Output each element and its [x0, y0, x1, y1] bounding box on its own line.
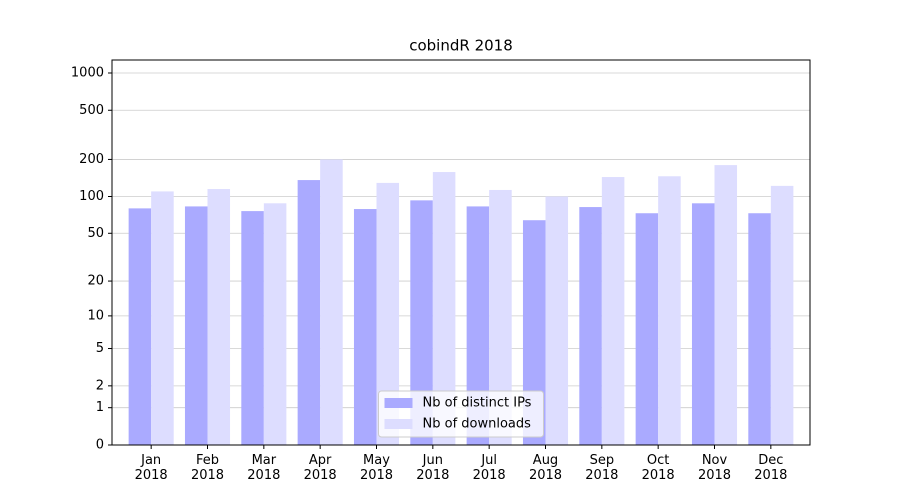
- bar: [263, 203, 287, 445]
- legend-label: Nb of distinct IPs: [423, 396, 532, 411]
- x-tick-label: May 2018: [359, 453, 394, 483]
- chart-title: cobindR 2018: [409, 37, 513, 55]
- bar: [128, 208, 152, 445]
- y-tick-label: 2: [96, 378, 104, 393]
- x-tick-label: Apr 2018: [303, 453, 337, 483]
- legend-box: [378, 390, 544, 438]
- y-tick-label: 10: [87, 308, 104, 323]
- bar: [601, 177, 625, 445]
- bar: [410, 200, 433, 445]
- y-tick-label: 20: [87, 274, 104, 289]
- y-tick-label: 0: [96, 438, 104, 453]
- bar: [522, 220, 546, 445]
- plot-frame: [111, 59, 811, 446]
- y-tick-label: 200: [79, 152, 104, 167]
- bar: [151, 191, 174, 445]
- legend-swatch: [384, 398, 413, 408]
- bar: [241, 211, 264, 445]
- bar: [579, 207, 602, 445]
- legend-swatch: [384, 419, 413, 429]
- y-tick-label: 1: [96, 400, 104, 415]
- bar: [635, 213, 659, 445]
- y-tick-label: 1000: [71, 65, 104, 80]
- bar: [489, 189, 512, 445]
- x-tick-label: Dec 2018: [754, 453, 788, 483]
- x-tick-label: Feb 2018: [190, 453, 225, 483]
- x-tick-label: Oct 2018: [641, 453, 675, 483]
- bar: [466, 206, 490, 445]
- bar: [691, 203, 715, 445]
- y-tick-label: 5: [96, 341, 104, 356]
- x-tick-label: Jul 2018: [472, 453, 506, 483]
- bar: [376, 182, 400, 446]
- y-tick-label: 500: [79, 103, 104, 118]
- bar: [353, 209, 377, 445]
- bar: [184, 206, 208, 445]
- bar: [297, 180, 321, 445]
- x-tick-label: Jan 2018: [134, 453, 168, 483]
- x-tick-label: Sep 2018: [585, 453, 619, 483]
- bar: [207, 189, 231, 445]
- bar: [714, 165, 738, 445]
- bar: [748, 213, 771, 445]
- x-tick-label: Nov 2018: [697, 453, 732, 483]
- y-tick-label: 50: [87, 226, 104, 241]
- bar: [320, 159, 343, 445]
- bar: [545, 196, 569, 445]
- bar: [658, 176, 681, 445]
- x-tick-label: Mar 2018: [247, 453, 281, 483]
- legend-label: Nb of downloads: [423, 417, 532, 432]
- bar: [770, 185, 794, 445]
- x-tick-label: Aug 2018: [528, 453, 563, 483]
- bar: [432, 172, 456, 445]
- y-tick-label: 100: [79, 189, 104, 204]
- x-tick-label: Jun 2018: [416, 453, 450, 483]
